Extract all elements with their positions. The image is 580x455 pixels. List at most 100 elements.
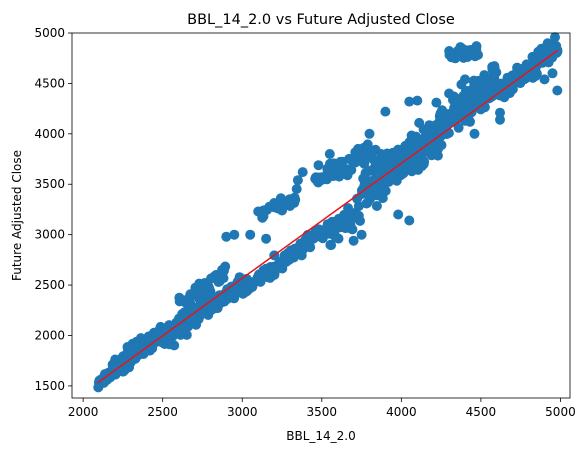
data-point <box>453 122 464 133</box>
data-point <box>495 114 505 125</box>
x-tick-label: 2000 <box>68 405 99 419</box>
data-point <box>196 282 207 293</box>
data-point <box>268 263 279 273</box>
x-axis: 2000 2500 3000 3500 4000 4500 5000 <box>68 398 576 419</box>
data-point <box>404 96 415 107</box>
data-point <box>495 107 505 118</box>
data-point <box>284 198 295 209</box>
data-point <box>487 64 498 75</box>
data-point <box>436 140 447 151</box>
data-point <box>542 49 553 60</box>
data-point <box>261 233 272 244</box>
data-point <box>552 85 563 96</box>
data-point <box>221 231 232 242</box>
data-point <box>460 74 470 85</box>
data-point <box>119 356 130 367</box>
chart-title: BBL_14_2.0 vs Future Adjusted Close <box>187 12 455 28</box>
data-point <box>262 269 273 279</box>
data-point <box>252 272 263 283</box>
data-point <box>278 256 289 267</box>
data-point <box>164 339 175 350</box>
data-point <box>472 100 482 111</box>
data-point <box>330 231 341 242</box>
data-point <box>380 155 391 165</box>
data-point <box>328 158 339 169</box>
plot-area-frame <box>71 32 571 399</box>
data-point <box>547 68 558 79</box>
data-point <box>291 184 302 194</box>
data-point <box>458 97 469 108</box>
data-point <box>512 62 523 73</box>
data-point <box>245 229 256 240</box>
data-point <box>371 182 382 193</box>
data-point <box>507 84 518 95</box>
data-point <box>216 291 227 302</box>
data-point <box>403 160 414 170</box>
data-point <box>416 161 427 172</box>
data-point <box>339 209 350 220</box>
data-point <box>393 144 404 155</box>
data-point <box>386 172 397 183</box>
data-point <box>168 324 179 335</box>
data-point <box>183 321 194 332</box>
data-point <box>498 87 509 98</box>
data-point <box>219 265 229 276</box>
data-point <box>322 219 333 230</box>
data-point <box>344 153 355 164</box>
data-point <box>521 60 532 71</box>
y-axis: 1500 2000 2500 3000 3500 4000 4500 5000 <box>34 26 72 393</box>
data-point <box>416 137 427 148</box>
data-point <box>460 115 470 126</box>
data-point <box>297 167 308 178</box>
data-point <box>462 45 473 56</box>
data-point <box>187 312 198 322</box>
data-point <box>356 229 367 240</box>
data-point <box>134 345 145 356</box>
data-point <box>181 329 192 340</box>
data-point <box>324 149 335 159</box>
x-tick-label: 4000 <box>386 405 417 419</box>
y-tick-label: 4500 <box>34 76 65 90</box>
data-point <box>432 150 443 161</box>
data-point <box>289 243 300 254</box>
x-tick-label: 5000 <box>545 405 576 419</box>
data-point <box>469 128 480 139</box>
data-point <box>353 210 364 221</box>
data-point <box>361 198 372 209</box>
data-point <box>314 172 325 183</box>
y-tick-label: 2500 <box>34 278 65 292</box>
data-point <box>401 147 412 158</box>
data-point <box>406 130 417 141</box>
data-point <box>444 88 455 99</box>
data-point <box>404 215 415 226</box>
data-point <box>336 220 347 230</box>
x-tick-label: 3000 <box>227 405 258 419</box>
x-tick-label: 3500 <box>307 405 338 419</box>
data-point <box>482 83 492 94</box>
data-point <box>300 237 311 248</box>
data-point <box>406 138 417 149</box>
data-point <box>444 49 455 60</box>
y-tick-label: 1500 <box>34 379 65 393</box>
regression-line <box>97 49 559 384</box>
data-point <box>277 205 287 216</box>
data-point <box>296 250 307 261</box>
data-point <box>348 235 359 246</box>
data-point <box>292 175 303 186</box>
data-point <box>112 361 123 372</box>
data-point <box>472 88 483 99</box>
data-point <box>326 240 337 251</box>
y-tick-label: 5000 <box>34 26 65 40</box>
data-point <box>437 105 448 116</box>
y-tick-label: 3000 <box>34 228 65 242</box>
data-point <box>358 173 369 184</box>
data-point <box>206 273 217 284</box>
data-point <box>364 128 375 139</box>
y-tick-label: 3500 <box>34 177 65 191</box>
data-point <box>208 300 218 311</box>
y-tick-label: 2000 <box>34 328 65 342</box>
data-point <box>539 74 550 85</box>
data-point <box>371 201 382 211</box>
x-tick-label: 4500 <box>466 405 497 419</box>
